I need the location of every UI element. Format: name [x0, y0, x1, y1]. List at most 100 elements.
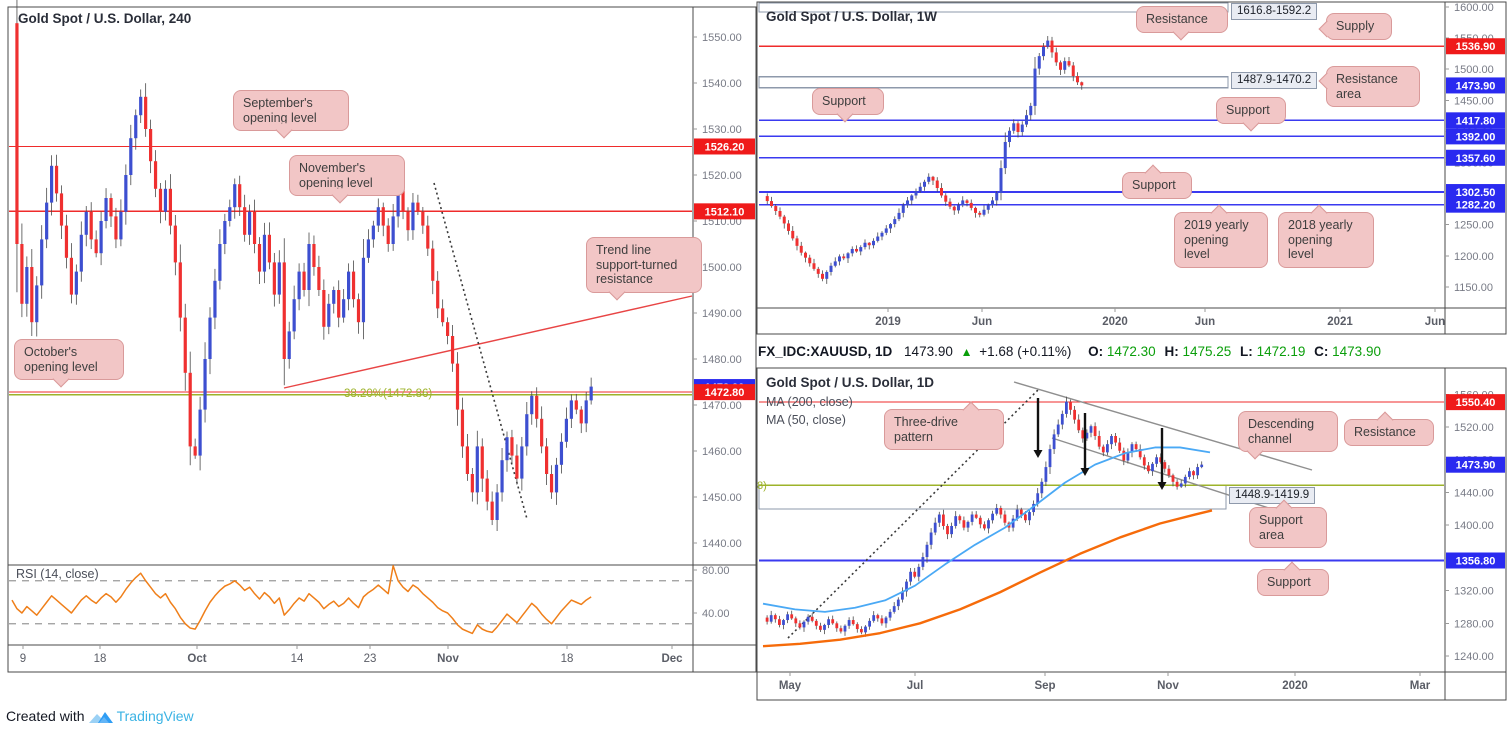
candles-series [765, 396, 1204, 637]
tradingview-credit: Created with TradingView [6, 708, 194, 724]
svg-text:1512.10: 1512.10 [705, 206, 745, 218]
callout-resistance: Resistance [1136, 6, 1228, 40]
ticker-low-value: 1472.19 [1256, 344, 1306, 359]
svg-text:1250.00: 1250.00 [1454, 220, 1494, 232]
svg-text:1400.00: 1400.00 [1454, 520, 1494, 532]
svg-text:1440.00: 1440.00 [702, 538, 742, 550]
svg-text:1200.00: 1200.00 [1454, 251, 1494, 263]
svg-text:38.20%(1472.86): 38.20%(1472.86) [344, 388, 432, 400]
credit-prefix: Created with [6, 708, 85, 724]
svg-text:Sep: Sep [1034, 680, 1055, 692]
svg-text:Mar: Mar [1410, 680, 1431, 692]
svg-text:1282.20: 1282.20 [1456, 200, 1496, 212]
svg-text:1526.20: 1526.20 [705, 141, 745, 153]
ticker-close-label: C: [1314, 344, 1329, 359]
price-badge [694, 203, 755, 220]
svg-text:1540.00: 1540.00 [702, 78, 742, 90]
tradingview-brand[interactable]: TradingView [116, 708, 194, 724]
svg-text:1550.00: 1550.00 [702, 32, 742, 44]
svg-text:2020: 2020 [1282, 680, 1308, 692]
svg-text:1357.60: 1357.60 [1456, 153, 1496, 165]
svg-text:1550.40: 1550.40 [1456, 397, 1496, 409]
svg-text:80.00: 80.00 [702, 565, 730, 577]
svg-text:1392.00: 1392.00 [1456, 131, 1496, 143]
svg-text:2021: 2021 [1327, 316, 1353, 328]
down-arrow-icon [1080, 468, 1090, 476]
price-badge [1446, 456, 1505, 473]
svg-text:1600.00: 1600.00 [1454, 2, 1494, 14]
price-badge [1446, 128, 1505, 145]
svg-text:Dec: Dec [661, 653, 683, 665]
svg-text:1450.00: 1450.00 [1454, 95, 1494, 107]
price-badge [694, 384, 755, 401]
svg-text:1356.80: 1356.80 [1456, 555, 1496, 567]
svg-text:1450.00: 1450.00 [702, 492, 742, 504]
svg-text:1520.00: 1520.00 [1454, 422, 1494, 434]
callout-descending: Descending channel [1238, 411, 1338, 460]
svg-text:1240.00: 1240.00 [1454, 651, 1494, 663]
svg-text:18: 18 [94, 653, 107, 665]
moving-average-line [762, 509, 1213, 648]
svg-text:23: 23 [364, 653, 377, 665]
callout-supply: Supply [1318, 13, 1392, 40]
svg-text:18: 18 [561, 653, 574, 665]
price-badge [1446, 394, 1505, 411]
chart-title-1W: Gold Spot / U.S. Dollar, 1W [766, 9, 938, 24]
ticker-open-label: O: [1088, 344, 1104, 359]
callout-three-drive: Three-drive pattern [884, 401, 1004, 450]
svg-text:1473.90: 1473.90 [1456, 80, 1496, 92]
rsi-line [11, 564, 592, 635]
svg-text:1536.90: 1536.90 [1456, 41, 1496, 53]
chart-d1: 8)1560.001520.001480.001440.001400.00136… [756, 367, 1507, 701]
price-badge [1446, 552, 1505, 569]
price-badge [694, 138, 755, 155]
callout-november-s: November's opening level [289, 155, 405, 204]
svg-text:40.00: 40.00 [702, 608, 730, 620]
price-range-label: 1487.9-1470.2 [1231, 72, 1318, 89]
callout-support: Support [812, 88, 884, 122]
svg-text:14: 14 [291, 653, 304, 665]
rsi-legend: RSI (14, close) [16, 567, 99, 581]
svg-text:1150.00: 1150.00 [1454, 282, 1493, 294]
svg-text:May: May [779, 680, 802, 692]
chart-title-240: Gold Spot / U.S. Dollar, 240 [18, 11, 192, 26]
ticker-last-price: 1473.90 [904, 344, 953, 359]
svg-text:1520.00: 1520.00 [702, 170, 742, 182]
ticker-low-label: L: [1240, 344, 1253, 359]
svg-text:Nov: Nov [437, 653, 459, 665]
ticker-bar: FX_IDC:XAUUSD, 1D 1473.90 ▲ +1.68 (+0.11… [758, 344, 1381, 359]
candles-series [765, 36, 1084, 284]
callout-2019-yearly: 2019 yearly opening level [1174, 204, 1268, 268]
ticker-high-value: 1475.25 [1182, 344, 1232, 359]
ma-legend: MA (200, close) MA (50, close) [766, 395, 853, 427]
price-zone [758, 484, 1227, 510]
price-zone [758, 76, 1229, 89]
down-arrow-icon [1033, 450, 1043, 458]
ticker-high-label: H: [1164, 344, 1179, 359]
price-badge [1446, 184, 1505, 201]
price-badge [1446, 149, 1505, 166]
svg-text:1530.00: 1530.00 [702, 124, 742, 136]
down-arrow-icon [1157, 482, 1167, 490]
chart-h4: 38.20%(1472.86) 1550.00 1540.00 1530.00 1520… [7, 0, 757, 673]
svg-text:1470.00: 1470.00 [702, 400, 742, 412]
callout-support: Support [1122, 164, 1192, 199]
svg-text:Jul: Jul [907, 680, 924, 692]
svg-text:1320.00: 1320.00 [1454, 586, 1494, 598]
svg-text:9: 9 [20, 653, 26, 665]
price-zone [758, 2, 1229, 13]
svg-text:1440.00: 1440.00 [1454, 487, 1494, 499]
svg-text:1500.00: 1500.00 [702, 262, 742, 274]
price-badge [1446, 112, 1505, 129]
svg-text:1302.50: 1302.50 [1456, 187, 1496, 199]
callout-resistance: Resistance [1344, 411, 1434, 446]
callout-resistance: Resistance area [1318, 66, 1420, 107]
svg-text:1417.80: 1417.80 [1456, 115, 1496, 127]
ticker-open-value: 1472.30 [1106, 344, 1156, 359]
svg-text:1490.00: 1490.00 [702, 308, 742, 320]
ticker-symbol: FX_IDC:XAUUSD, 1D [758, 344, 893, 359]
svg-text:2020: 2020 [1102, 316, 1128, 328]
svg-text:1472.80: 1472.80 [705, 387, 745, 399]
ticker-change: +1.68 (+0.11%) [979, 344, 1072, 359]
